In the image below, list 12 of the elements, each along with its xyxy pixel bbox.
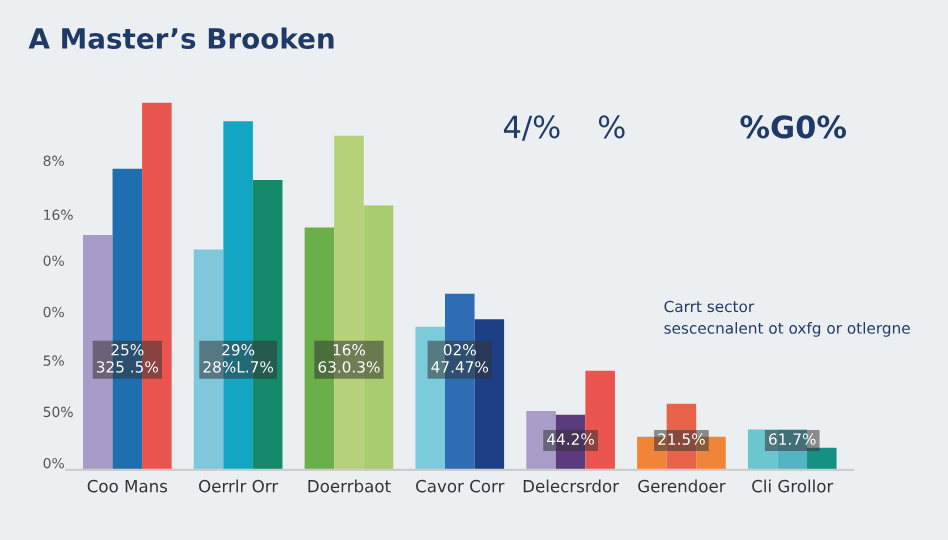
x-tick-label: Coo Mans xyxy=(87,479,168,493)
x-tick-label: Doerrbaot xyxy=(308,479,391,493)
x-tick-label: Cavor Corr xyxy=(416,479,505,493)
x-tick-label: Gerendoer xyxy=(638,479,726,493)
x-tick-label: Oerrlr Orr xyxy=(199,479,279,493)
annotation: % xyxy=(598,115,625,139)
bar xyxy=(807,447,837,470)
annotation: 4/% xyxy=(503,115,560,141)
x-tick-label: Cli Grollor xyxy=(752,479,834,493)
chart-title: A Master’s Brooken xyxy=(28,27,334,49)
x-tick-label: Delecrsrdor xyxy=(523,479,620,493)
annotation: %G0% xyxy=(740,115,847,139)
